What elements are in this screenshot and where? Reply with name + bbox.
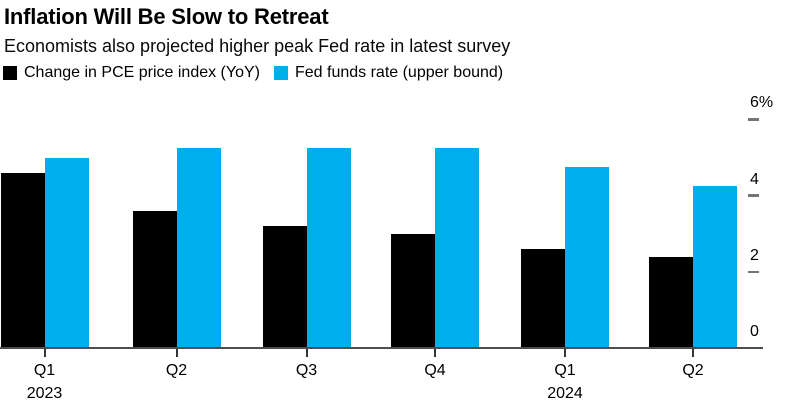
x-axis-label-q4-2023: Q4 — [424, 362, 446, 379]
bar-fedfunds-q4-2023 — [435, 147, 479, 348]
bar-fedfunds-q2-2023 — [176, 147, 221, 348]
legend-label-fedfunds: Fed funds rate (upper bound) — [294, 64, 504, 81]
bar-fedfunds-q1-2024 — [565, 167, 609, 348]
bar-pce-q1-2023 — [0, 172, 45, 348]
x-axis-tick-q3-2023 — [305, 349, 308, 357]
legend-item-pce: Change in PCE price index (YoY) — [3, 64, 260, 82]
y-axis-tick-dash-4 — [748, 194, 759, 197]
x-axis-tick-q4-2023 — [434, 349, 436, 357]
x-axis-tick-q1-2024 — [564, 349, 566, 357]
legend-label-pce: Change in PCE price index (YoY) — [24, 64, 260, 81]
legend-swatch-black-icon — [3, 66, 17, 80]
x-axis-line — [0, 347, 763, 350]
x-axis-label-q1-2024: Q1 — [554, 362, 576, 379]
legend-swatch-blue-icon — [273, 66, 288, 80]
x-axis-year-label-2023: 2023 — [26, 385, 63, 402]
x-axis-label-q1-2023: Q1 — [33, 362, 56, 379]
legend-item-fedfunds: Fed funds rate (upper bound) — [273, 64, 504, 82]
y-axis-label-2: 2 — [750, 246, 759, 264]
y-axis-label-4: 4 — [750, 170, 759, 188]
bar-pce-q4-2023 — [391, 233, 435, 348]
x-axis-tick-q2-2023 — [175, 349, 178, 357]
y-axis-label-0: 0 — [750, 323, 759, 340]
x-axis-tick-q2-2024 — [692, 349, 694, 357]
bar-pce-q1-2024 — [521, 248, 565, 348]
x-axis-label-q2-2023: Q2 — [165, 362, 188, 379]
y-axis-tick-dash-2 — [748, 270, 759, 274]
bar-pce-q2-2023 — [132, 210, 177, 348]
bar-pce-q3-2023 — [262, 226, 307, 348]
x-axis-tick-q1-2023 — [43, 349, 46, 357]
bar-fedfunds-q2-2024 — [693, 186, 737, 348]
chart-subtitle: Economists also projected higher peak Fe… — [4, 36, 511, 56]
bar-fedfunds-q3-2023 — [306, 147, 351, 348]
x-axis-label-q2-2024: Q2 — [682, 362, 704, 379]
y-axis-tick-dash-6 — [748, 118, 759, 121]
chart-title: Inflation Will Be Slow to Retreat — [4, 4, 329, 29]
bar-fedfunds-q1-2023 — [44, 157, 89, 348]
y-axis-label-6: 6% — [750, 94, 774, 112]
bar-pce-q2-2024 — [649, 256, 693, 348]
chart-legend: Change in PCE price index (YoY) Fed fund… — [3, 64, 517, 82]
x-axis-year-label-2024: 2024 — [547, 385, 583, 402]
x-axis-label-q3-2023: Q3 — [295, 362, 318, 379]
